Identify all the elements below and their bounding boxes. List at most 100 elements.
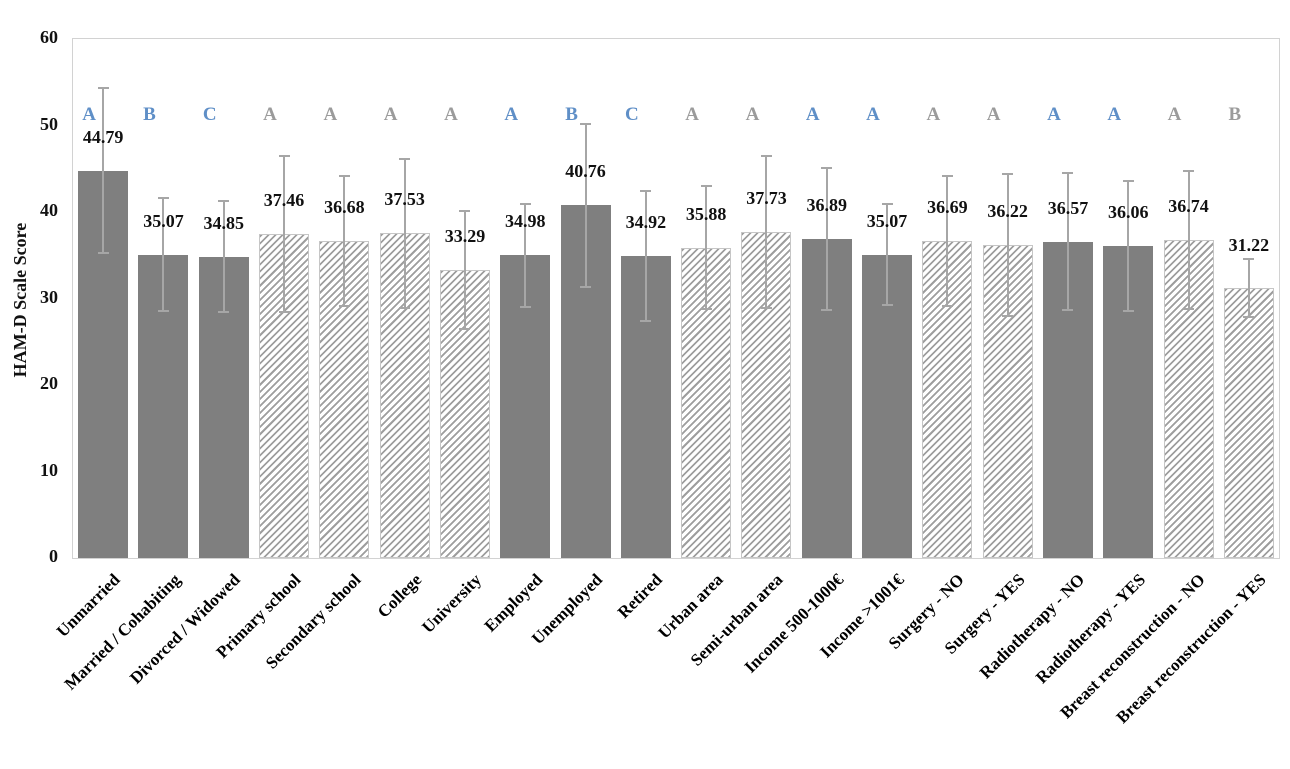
error-bar-cap	[881, 303, 893, 306]
x-category-label: Divorced / Widowed	[126, 570, 245, 688]
error-bar-cap	[459, 327, 471, 330]
x-category-label: Radiotherapy - YES	[1031, 570, 1149, 688]
error-bar-cap	[700, 308, 712, 311]
error-bar-cap	[519, 306, 531, 309]
error-bar-cap	[278, 310, 290, 313]
bar-value-label: 36.89	[806, 194, 848, 215]
error-bar	[825, 167, 828, 310]
error-bar-cap	[941, 304, 953, 307]
bar-value-label: 35.07	[143, 210, 184, 231]
error-bar-cap	[760, 306, 772, 309]
significance-letter: B	[143, 104, 156, 125]
error-bar	[1187, 170, 1190, 310]
error-bar	[222, 201, 225, 312]
significance-letter: A	[323, 104, 338, 125]
bar-value-label: 31.22	[1228, 234, 1270, 255]
error-bar-cap	[941, 174, 953, 177]
bar-value-label: 33.29	[444, 226, 486, 247]
error-bar-cap	[399, 157, 411, 160]
bar	[1223, 287, 1274, 558]
error-bar	[765, 155, 768, 308]
error-bar-cap	[97, 87, 109, 90]
significance-letter: A	[805, 104, 820, 125]
significance-letter: A	[745, 104, 760, 125]
y-tick-label: 30	[40, 286, 58, 307]
error-bar	[463, 211, 466, 329]
y-tick-label: 20	[40, 373, 58, 393]
error-bar-cap	[580, 285, 592, 288]
y-tick-label: 50	[40, 113, 58, 134]
error-bar-cap	[1243, 316, 1255, 319]
error-bar	[1006, 173, 1009, 316]
error-bar	[162, 198, 165, 311]
significance-letter: B	[565, 104, 578, 125]
bar-value-label: 34.92	[625, 211, 667, 232]
bar-value-label: 36.22	[987, 200, 1028, 221]
error-bar	[705, 186, 708, 310]
error-bar	[946, 175, 949, 306]
error-bar-cap	[519, 202, 531, 205]
error-bar-cap	[459, 210, 471, 213]
bar-value-label: 34.85	[203, 212, 245, 233]
y-tick-label: 40	[40, 200, 58, 220]
significance-letter: A	[504, 104, 519, 125]
error-bar	[283, 156, 286, 312]
significance-letter: B	[1228, 104, 1242, 125]
error-bar	[1066, 173, 1069, 310]
error-bar-cap	[1002, 314, 1014, 317]
error-bar-cap	[338, 304, 350, 307]
error-bar-cap	[1002, 172, 1014, 175]
bar-value-label: 34.98	[505, 211, 546, 232]
significance-letter: A	[263, 104, 277, 125]
significance-letter: A	[444, 104, 458, 125]
significance-letter: A	[986, 104, 1001, 125]
significance-letter: A	[1107, 104, 1122, 125]
error-bar-cap	[821, 308, 833, 311]
significance-letter: C	[202, 104, 217, 125]
error-bar	[886, 204, 889, 305]
error-bar-cap	[157, 309, 169, 312]
significance-letter: A	[926, 104, 941, 125]
error-bar-cap	[1062, 172, 1074, 175]
error-bar-cap	[580, 123, 592, 126]
error-bar	[584, 124, 587, 287]
error-bar-cap	[218, 310, 230, 313]
error-bar-cap	[821, 166, 833, 169]
error-bar	[343, 175, 346, 306]
bar-value-label: 36.74	[1168, 196, 1209, 217]
error-bar-cap	[1183, 308, 1195, 311]
y-tick-label: 10	[40, 459, 58, 480]
error-bar	[644, 191, 647, 321]
error-bar	[102, 88, 105, 253]
bar-value-label: 44.79	[82, 126, 124, 147]
error-bar-cap	[1062, 309, 1074, 311]
error-bar	[403, 158, 406, 308]
bar-value-label: 36.68	[324, 196, 365, 217]
significance-letter: A	[1047, 104, 1061, 125]
error-bar-cap	[640, 190, 652, 193]
error-bar-cap	[278, 155, 290, 158]
bar-value-label: 36.69	[927, 196, 968, 217]
error-bar-cap	[157, 197, 169, 200]
error-bar-cap	[1122, 309, 1134, 312]
error-bar-cap	[1243, 257, 1255, 260]
significance-letter: A	[82, 104, 97, 125]
error-bar	[524, 203, 527, 308]
error-bar-cap	[760, 154, 772, 157]
bar-value-label: 40.76	[565, 161, 606, 182]
error-bar-cap	[218, 200, 230, 203]
error-bar	[1127, 181, 1130, 311]
bar-value-label: 35.07	[866, 210, 908, 231]
significance-letter: A	[383, 104, 398, 125]
error-bar-cap	[881, 203, 893, 206]
error-bar-cap	[338, 174, 350, 177]
significance-letter: C	[624, 104, 639, 125]
bar	[982, 244, 1033, 558]
error-bar-cap	[640, 319, 652, 322]
bar-value-label: 36.57	[1047, 197, 1089, 218]
bar-value-label: 37.46	[263, 189, 305, 210]
significance-letter: A	[866, 104, 880, 125]
x-category-label: Retired	[614, 570, 667, 622]
error-bar-cap	[1183, 169, 1195, 172]
error-bar-cap	[700, 185, 712, 188]
